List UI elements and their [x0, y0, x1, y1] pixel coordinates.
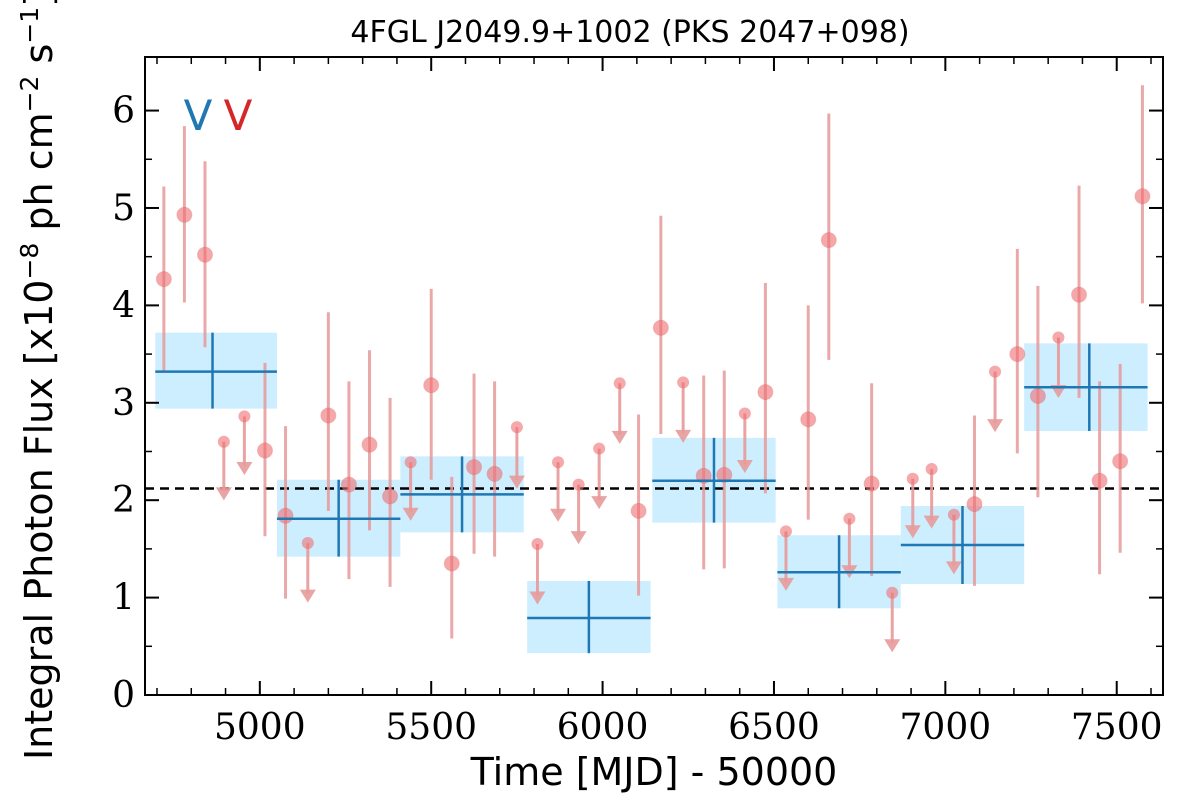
flux-point	[800, 411, 817, 428]
y-tick-label: 2	[112, 480, 135, 521]
upper-limit-cap	[906, 472, 919, 485]
upper-limit-cap	[738, 407, 751, 420]
upper-limit-cap	[404, 456, 417, 469]
upper-limit-arrow	[550, 508, 567, 522]
flux-point	[256, 442, 273, 459]
plot-frame	[144, 56, 1164, 696]
upper-limit-cap	[217, 435, 230, 448]
flux-point	[1029, 387, 1046, 404]
upper-limit-arrow	[529, 591, 546, 605]
flux-point	[716, 466, 733, 483]
flux-point	[277, 507, 294, 524]
flux-point	[863, 475, 880, 492]
chart-title: 4FGL J2049.9+1002 (PKS 2047+098)	[350, 15, 909, 50]
flux-point	[820, 232, 837, 249]
y-tick-label: 5	[112, 188, 135, 229]
flux-point	[630, 502, 647, 519]
y-tick-label: 3	[112, 383, 135, 424]
flux-point	[1071, 286, 1088, 303]
upper-limit-cap	[301, 537, 314, 550]
y-axis-label-exp3: −1	[15, 7, 44, 44]
upper-limit-cap	[947, 508, 960, 521]
upper-limit-cap	[238, 410, 251, 423]
y-axis-label-main: Integral Photon Flux [x10	[17, 280, 61, 761]
upper-limit-arrow	[945, 561, 962, 575]
flux-point	[652, 319, 669, 336]
flux-point	[176, 206, 193, 223]
upper-limit-arrow	[299, 589, 316, 603]
flux-point	[486, 465, 503, 482]
x-tick-label: 6000	[557, 707, 649, 748]
upper-limit-arrow	[736, 460, 753, 474]
y-axis-label-mid2: s	[17, 44, 61, 76]
y-axis-label-exp2: −2	[15, 76, 44, 113]
upper-limit-cap	[677, 376, 690, 389]
x-tick-label: 5500	[385, 707, 477, 748]
upper-limit-arrow	[591, 496, 608, 510]
upper-limit-arrow	[987, 419, 1004, 433]
upper-limit-cap	[593, 442, 606, 455]
axes: 5000 5500 6000 6500 7000 7500 0 1 2 3 4 5 6	[112, 57, 1163, 748]
x-tick-label: 5000	[214, 707, 306, 748]
flux-point	[423, 377, 440, 394]
flux-point	[1091, 472, 1108, 489]
upper-limit-arrow	[904, 525, 921, 539]
y-tick-label: 4	[112, 285, 135, 326]
x-tick-label: 7500	[1071, 707, 1163, 748]
upper-limit-cap	[572, 478, 585, 491]
upper-limit-cap	[1052, 331, 1065, 344]
upper-limit-arrow	[236, 461, 253, 475]
flux-point	[382, 488, 399, 505]
flux-point	[1009, 346, 1026, 363]
upper-limit-cap	[843, 512, 856, 525]
upper-limit-cap	[510, 421, 523, 434]
y-axis-label-exp1: −8	[15, 243, 44, 280]
x-tick-label: 6500	[728, 707, 820, 748]
upper-limit-cap	[613, 377, 626, 390]
y-tick-label: 0	[112, 675, 135, 716]
upper-limit-cap	[989, 365, 1002, 378]
upper-limit-arrow	[884, 639, 901, 653]
upper-limit-cap	[779, 525, 792, 538]
flux-point	[320, 407, 337, 424]
flux-point	[1112, 453, 1129, 470]
y-axis-label: Integral Photon Flux [x10−8 ph cm−2 s−1]	[15, 0, 61, 760]
upper-limit-arrow	[923, 515, 940, 529]
flux-point	[757, 384, 774, 401]
flux-point	[361, 436, 378, 453]
upper-limit-arrow	[777, 577, 794, 591]
flux-point	[966, 496, 983, 513]
y-axis-label-end: ]	[17, 0, 61, 7]
upper-limit-arrow	[215, 487, 232, 501]
x-tick-label: 7000	[900, 707, 992, 748]
flux-point	[466, 459, 483, 476]
upper-limit-arrow	[675, 429, 692, 443]
flux-point	[196, 246, 213, 263]
flux-point	[340, 476, 357, 493]
upper-limit-cap	[886, 586, 899, 599]
flux-point	[155, 271, 172, 288]
upper-limit-arrow	[611, 430, 628, 444]
y-tick-label: 6	[112, 91, 135, 132]
y-axis-label-mid: ph cm	[17, 112, 61, 242]
upper-limit-arrow	[402, 507, 419, 521]
upper-limit-arrow	[508, 475, 525, 489]
upper-limit-cap	[531, 538, 544, 551]
plot-area	[145, 85, 1163, 654]
upper-limit-cap	[552, 456, 565, 469]
marker-v-blue: V	[184, 91, 213, 140]
x-axis-label: Time [MJD] - 50000	[470, 750, 838, 794]
flux-point	[1134, 188, 1151, 205]
flux-point	[443, 555, 460, 572]
marker-v-red: V	[224, 91, 253, 140]
upper-limit-arrow	[570, 531, 587, 545]
y-tick-label: 1	[112, 578, 135, 619]
upper-limit-cap	[925, 463, 938, 476]
